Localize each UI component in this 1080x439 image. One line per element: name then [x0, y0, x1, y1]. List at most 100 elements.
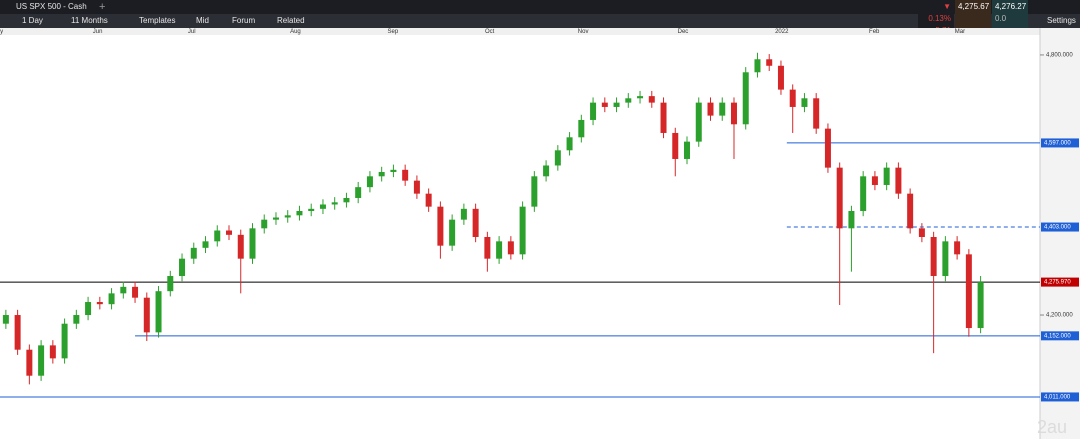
candle-body — [777, 65, 784, 90]
candle-body — [284, 215, 291, 218]
candle-body — [742, 72, 749, 125]
buy-price: 4,276.27 — [995, 2, 1027, 11]
x-tick-label: Dec — [678, 29, 689, 35]
tab-bar: US SPX 500 - Cash + — [0, 0, 1080, 14]
interval[interactable]: 1 Day — [22, 16, 43, 25]
candle-body — [272, 217, 279, 220]
x-tick-label: Sep — [388, 29, 399, 35]
candle-body — [132, 286, 139, 298]
level-label: 4,275.970 — [1044, 280, 1071, 286]
candle-body — [460, 208, 467, 220]
x-tick-label: Aug — [290, 29, 301, 35]
candle-body — [554, 150, 561, 166]
candle-body — [954, 241, 961, 255]
tab[interactable]: US SPX 500 - Cash — [16, 2, 87, 11]
candle-body — [85, 302, 92, 316]
candle-body — [507, 241, 514, 255]
candle-body — [249, 228, 256, 259]
candle-body — [719, 102, 726, 116]
toolbar-button[interactable]: Templates — [139, 16, 176, 25]
level-label-box — [1041, 222, 1079, 232]
time-axis — [0, 28, 1080, 35]
toolbar-button[interactable]: Forum — [232, 16, 256, 25]
level-label: 4,403.000 — [1044, 225, 1071, 231]
candle-body — [848, 210, 855, 229]
level-label-box — [1041, 331, 1079, 341]
toolbar-button[interactable]: Mid — [196, 16, 209, 25]
candle-body — [226, 230, 233, 235]
candle-body — [2, 315, 9, 324]
candle-body — [484, 237, 491, 259]
toolbar: 1 Day 11 Months Templates Mid Forum Rela… — [0, 14, 1080, 28]
candle-body — [390, 169, 397, 172]
candle-body — [402, 169, 409, 181]
sell-box[interactable]: 4,275.67 — [955, 0, 991, 28]
candle-body — [695, 102, 702, 142]
candle-body — [425, 193, 432, 207]
change-box: ▼ 0.13% 5.71 — [918, 0, 954, 35]
candle-body — [942, 241, 949, 277]
x-tick-label: 2022 — [775, 29, 789, 35]
change-pct: ▼ 0.13% — [928, 2, 951, 23]
candle-body — [331, 202, 338, 205]
candle-body — [684, 141, 691, 159]
candle-body — [49, 345, 56, 359]
candle-body — [202, 241, 209, 248]
candle-body — [38, 345, 45, 376]
candle-body — [261, 219, 268, 229]
settings[interactable]: Settings — [1047, 16, 1076, 25]
watermark: 2au — [1037, 417, 1067, 437]
candle-body — [496, 241, 503, 259]
candle-body — [543, 165, 550, 177]
y-tick-label: 4,800.000 — [1046, 53, 1073, 59]
candle-body — [813, 98, 820, 129]
level-label: 4,011.000 — [1044, 395, 1071, 401]
candle-body — [566, 137, 573, 151]
x-tick-label: Oct — [485, 29, 495, 35]
candle-body — [754, 59, 761, 73]
candle-body — [601, 102, 608, 107]
candle-body — [977, 282, 984, 329]
y-tick-label: 4,200.000 — [1046, 313, 1073, 319]
add-tab[interactable]: + — [99, 1, 106, 13]
candle-body — [143, 297, 150, 333]
candle-body — [707, 102, 714, 116]
candle-body — [449, 219, 456, 246]
candle-body — [190, 247, 197, 259]
candle-body — [660, 102, 667, 133]
candle-body — [108, 293, 115, 305]
candle-body — [61, 323, 68, 359]
candle-body — [766, 59, 773, 66]
x-tick-label: Mar — [955, 29, 965, 35]
candle-body — [930, 237, 937, 277]
candle-body — [167, 276, 174, 292]
price-axis — [1040, 28, 1080, 439]
candle-body — [836, 167, 843, 229]
candle-body — [155, 291, 162, 333]
x-tick-label: Feb — [869, 29, 880, 35]
x-tick-label: Nov — [578, 29, 589, 35]
spread: 0.0 — [995, 14, 1007, 23]
toolbar-button[interactable]: Related — [277, 16, 305, 25]
candle-body — [860, 176, 867, 211]
candle-body — [578, 119, 585, 138]
level-label-box — [1041, 277, 1079, 287]
candle-body — [895, 167, 902, 194]
candle-body — [179, 258, 186, 277]
candle-body — [590, 102, 597, 120]
candle-body — [437, 206, 444, 246]
buy-box[interactable]: 4,276.27 0.0 — [992, 0, 1028, 28]
candle-body — [519, 206, 526, 255]
candle-body — [625, 98, 632, 103]
x-tick-label: May — [0, 29, 3, 35]
candle-body — [343, 197, 350, 203]
candle-body — [355, 187, 362, 198]
candle-body — [378, 171, 385, 177]
candle-body — [96, 302, 103, 305]
candle-body — [214, 230, 221, 242]
candle-body — [883, 167, 890, 185]
candle-body — [730, 102, 737, 125]
candle-body — [672, 132, 679, 159]
range[interactable]: 11 Months — [71, 16, 108, 25]
